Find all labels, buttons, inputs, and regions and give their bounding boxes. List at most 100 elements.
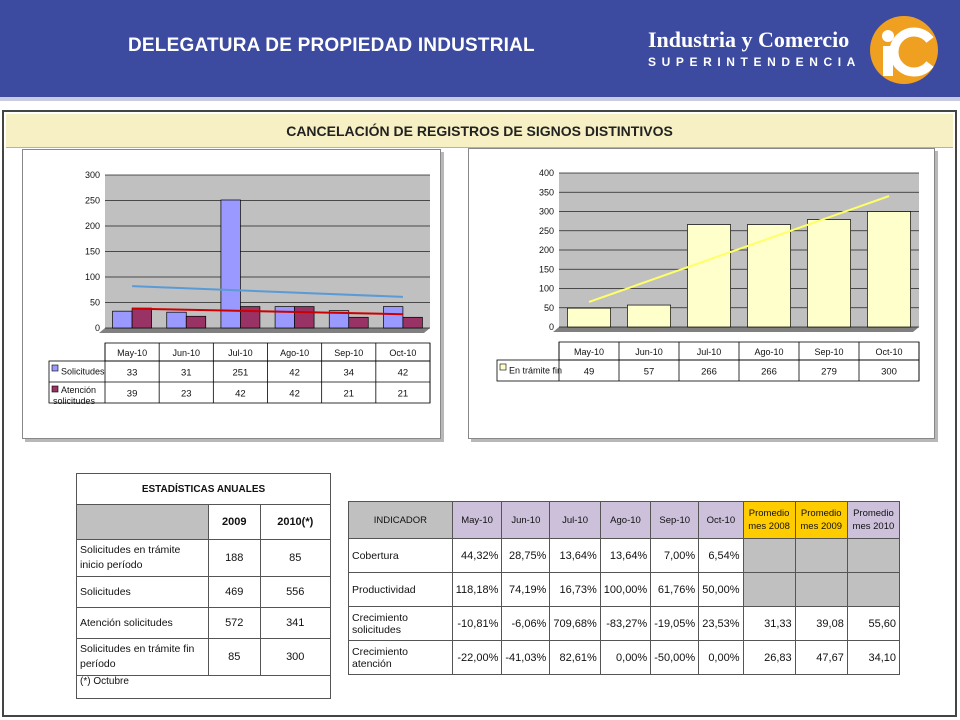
c2-y-tick-7: 350 <box>539 187 554 197</box>
indicators-header-9: Promedio mes 2010 <box>846 501 901 539</box>
c2-y-tick-3: 150 <box>539 264 554 274</box>
annual-col-2010: 2010(*) <box>259 504 331 540</box>
c1-y-tick-6: 300 <box>85 170 100 180</box>
indicator-average <box>846 572 901 607</box>
c1-data-label-0-4: 34 <box>343 368 354 379</box>
indicator-value: -19,05% <box>650 606 700 641</box>
indicator-average <box>846 538 901 573</box>
c1-bar-0-3 <box>274 306 295 329</box>
indicator-average <box>742 572 796 607</box>
c1-data-label-1-1: 23 <box>181 389 192 400</box>
indicators-header-3: Jul-10 <box>549 501 601 539</box>
indicator-value: -22,00% <box>451 640 503 675</box>
c1-legend-label-0: Solicitudes <box>61 367 105 377</box>
brand-name: Industria y Comercio <box>648 27 850 52</box>
c1-legend-swatch-0 <box>51 364 59 372</box>
annual-title: ESTADÍSTICAS ANUALES <box>76 473 331 505</box>
annual-value-2010: 300 <box>259 638 331 676</box>
c1-data-label-0-2: 251 <box>232 368 248 379</box>
indicator-value: -6,06% <box>501 606 551 641</box>
c2-x-tick-3: Ago-10 <box>754 347 783 357</box>
table-row: Crecimiento solicitudes -10,81% -6,06% 709,… <box>348 606 901 641</box>
c2-x-tick-0: May-10 <box>574 347 604 357</box>
indicator-value: 709,68% <box>549 606 601 641</box>
annual-value-2010: 341 <box>259 607 331 639</box>
chart-en-tramite-svg: 0 50 100 150 200 250 300 350 400 May-10 Jun-10 Jul-… <box>496 168 920 382</box>
annual-value-2009: 85 <box>208 638 261 676</box>
section-banner: CANCELACIÓN DE REGISTROS DE SIGNOS DISTI… <box>6 114 953 148</box>
page-title: DELEGATURA DE PROPIEDAD INDUSTRIAL <box>128 35 535 56</box>
annual-header-row: 2009 2010(*) <box>76 504 331 540</box>
c2-data-label-0-5: 300 <box>881 367 897 378</box>
c1-bar-1-0 <box>131 307 152 329</box>
c2-data-label-0-4: 279 <box>821 367 837 378</box>
annual-col-2009: 2009 <box>208 504 261 540</box>
c1-bar-1-4 <box>348 316 369 329</box>
sic-logo-icon <box>870 16 938 84</box>
chart-solicitudes-svg: 0 50 100 150 200 250 300 May-10 Jun-10 Jul-10 Ago-… <box>48 170 431 406</box>
indicator-average: 26,83 <box>742 640 796 675</box>
c1-y-tick-0: 0 <box>95 323 100 333</box>
annual-note: (*) Octubre <box>76 675 331 699</box>
indicator-value: 0,00% <box>599 640 652 675</box>
table-row: Solicitudes en trámite inicio período 188… <box>76 539 331 577</box>
indicator-average <box>794 538 848 573</box>
indicator-value: 44,32% <box>451 538 503 573</box>
annual-value-2010: 85 <box>259 539 331 577</box>
indicator-value: 7,00% <box>650 538 700 573</box>
c1-bar-1-1 <box>185 315 207 329</box>
indicator-value: -10,81% <box>451 606 503 641</box>
indicator-value: 13,64% <box>599 538 652 573</box>
table-row: Cobertura 44,32% 28,75% 13,64% 13,64% 7,00% 6,… <box>348 538 901 573</box>
c2-y-tick-4: 200 <box>539 245 554 255</box>
indicator-value: 74,19% <box>501 572 551 607</box>
c2-legend-swatch-0 <box>499 363 507 371</box>
indicator-value: 16,73% <box>549 572 601 607</box>
c1-data-label-1-5: 21 <box>398 389 409 400</box>
c1-x-tick-3: Ago-10 <box>280 348 309 358</box>
chart-en-tramite: 0 50 100 150 200 250 300 350 400 May-10 Jun-10 Jul-… <box>468 148 935 439</box>
indicator-value: -83,27% <box>599 606 652 641</box>
c1-trendline-1 <box>132 307 403 316</box>
c2-bar-0-0 <box>567 307 611 328</box>
annual-row-label: Solicitudes en trámite fin período <box>76 638 209 676</box>
c2-x-tick-1: Jun-10 <box>635 347 663 357</box>
c1-y-tick-4: 200 <box>85 221 100 231</box>
c1-y-tick-1: 50 <box>90 298 100 308</box>
indicators-header-8: Promedio mes 2009 <box>794 501 848 539</box>
c1-data-label-1-0: 39 <box>127 389 138 400</box>
indicator-value: -41,03% <box>501 640 551 675</box>
c1-data-label-0-0: 33 <box>127 368 138 379</box>
c1-x-tick-1: Jun-10 <box>172 348 200 358</box>
annual-row-label: Atención solicitudes <box>76 607 209 639</box>
table-row: Productividad 118,18% 74,19% 16,73% 100,00% 6… <box>348 572 901 607</box>
indicator-average <box>742 538 796 573</box>
c2-bar-0-4 <box>807 219 851 328</box>
indicator-name: Crecimiento atención <box>348 640 453 675</box>
indicators-header-1: May-10 <box>451 501 503 539</box>
c1-data-label-0-1: 31 <box>181 368 192 379</box>
annual-value-2009: 469 <box>208 576 261 608</box>
annual-row-label: Solicitudes en trámite inicio período <box>76 539 209 577</box>
c2-bar-0-1 <box>627 304 671 328</box>
c1-y-tick-3: 150 <box>85 247 100 257</box>
c2-y-tick-2: 100 <box>539 284 554 294</box>
indicator-name: Productividad <box>348 572 453 607</box>
indicator-average: 47,67 <box>794 640 848 675</box>
indicator-value: 28,75% <box>501 538 551 573</box>
annual-value-2010: 556 <box>259 576 331 608</box>
c1-bar-0-2 <box>220 199 241 329</box>
c1-bar-0-0 <box>112 310 133 329</box>
indicators-header-2: Jun-10 <box>501 501 551 539</box>
slide-frame: CANCELACIÓN DE REGISTROS DE SIGNOS DISTI… <box>2 110 957 717</box>
c1-bar-0-5 <box>383 306 404 329</box>
c1-bar-1-5 <box>402 316 423 329</box>
table-row: Solicitudes 469 556 <box>76 576 331 608</box>
indicators-header-5: Sep-10 <box>650 501 700 539</box>
indicator-value: 13,64% <box>549 538 601 573</box>
indicators-header-6: Oct-10 <box>698 501 744 539</box>
c2-data-label-0-3: 266 <box>761 367 777 378</box>
c1-data-label-0-3: 42 <box>289 368 300 379</box>
c1-legend-label-1-a: Atención <box>61 385 96 395</box>
annual-value-2009: 572 <box>208 607 261 639</box>
